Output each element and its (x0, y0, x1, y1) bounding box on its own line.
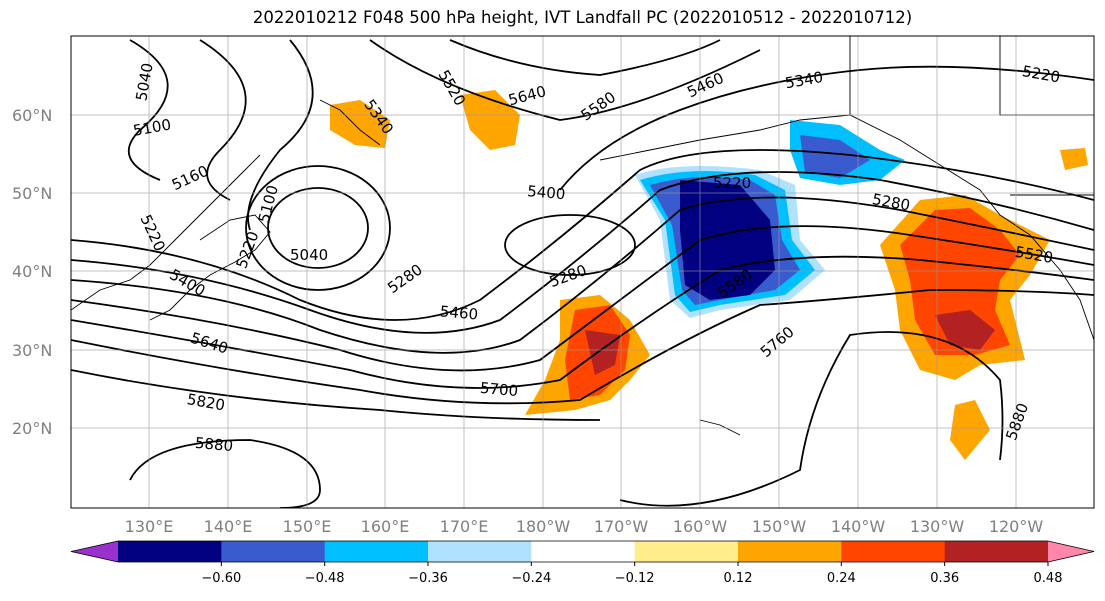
contour-label: 5220 (713, 174, 751, 192)
lon-label: 160°E (361, 517, 410, 536)
colorbar-segment (324, 541, 429, 562)
map-title: 2022010212 F048 500 hPa height, IVT Land… (252, 8, 913, 27)
gridlines (71, 36, 1094, 508)
lon-label: 180°W (516, 517, 571, 536)
contour-label: 5400 (526, 182, 566, 203)
lon-label: 130°E (125, 517, 174, 536)
contour-label: 5040 (290, 246, 328, 264)
colorbar-tick-label: −0.36 (408, 571, 448, 586)
lon-label: 170°E (440, 517, 489, 536)
lon-label: 160°W (673, 517, 728, 536)
lon-label: 140°W (831, 517, 886, 536)
colorbar-tick-label: −0.12 (615, 571, 655, 586)
lat-label: 40°N (12, 262, 52, 281)
colorbar-tick-label: 0.36 (930, 571, 959, 586)
contour-label: 5880 (194, 434, 234, 455)
colorbar-tick-label: −0.60 (201, 571, 241, 586)
contour-label: 5700 (479, 379, 519, 400)
colorbar-tick-label: −0.48 (305, 571, 345, 586)
colorbar-extend-min (71, 541, 118, 562)
lon-label: 150°W (752, 517, 807, 536)
colorbar-tick-label: −0.24 (511, 571, 551, 586)
colorbar-segment (118, 541, 222, 562)
longitude-labels: 130°E 140°E 150°E 160°E 170°E 180°W 170°… (125, 517, 1044, 536)
lat-label: 60°N (12, 106, 52, 125)
colorbar-extend-max (1048, 541, 1094, 562)
colorbar-tick-label: 0.24 (827, 571, 856, 586)
contour-label: 5460 (439, 302, 479, 323)
lon-label: 120°W (989, 517, 1044, 536)
colorbar-segment (738, 541, 842, 562)
lon-label: 130°W (910, 517, 965, 536)
lon-label: 140°E (204, 517, 253, 536)
colorbar-segment (634, 541, 739, 562)
colorbar-segment (428, 541, 532, 562)
lat-label: 20°N (12, 419, 52, 438)
colorbar-segment (944, 541, 1049, 562)
lat-label: 30°N (12, 341, 52, 360)
positive-anomaly-region (330, 90, 1088, 460)
colorbar-tick-label: 0.48 (1034, 571, 1063, 586)
colorbar: −0.60 −0.48 −0.36 −0.24 −0.12 0.12 0.24 0.36 0.4… (70, 540, 1095, 586)
latitude-labels: 60°N 50°N 40°N 30°N 20°N (12, 106, 52, 438)
lat-label: 50°N (12, 184, 52, 203)
colorbar-segment (221, 541, 326, 562)
lon-label: 150°E (283, 517, 332, 536)
colorbar-segment (841, 541, 946, 562)
negative-anomaly-region (635, 120, 905, 318)
colorbar-segment (531, 541, 636, 562)
height-contours (71, 39, 1094, 508)
map-frame (70, 35, 1095, 509)
colorbar-outline (70, 540, 1095, 563)
colorbar-tick-label: 0.12 (724, 571, 753, 586)
lon-label: 170°W (594, 517, 649, 536)
